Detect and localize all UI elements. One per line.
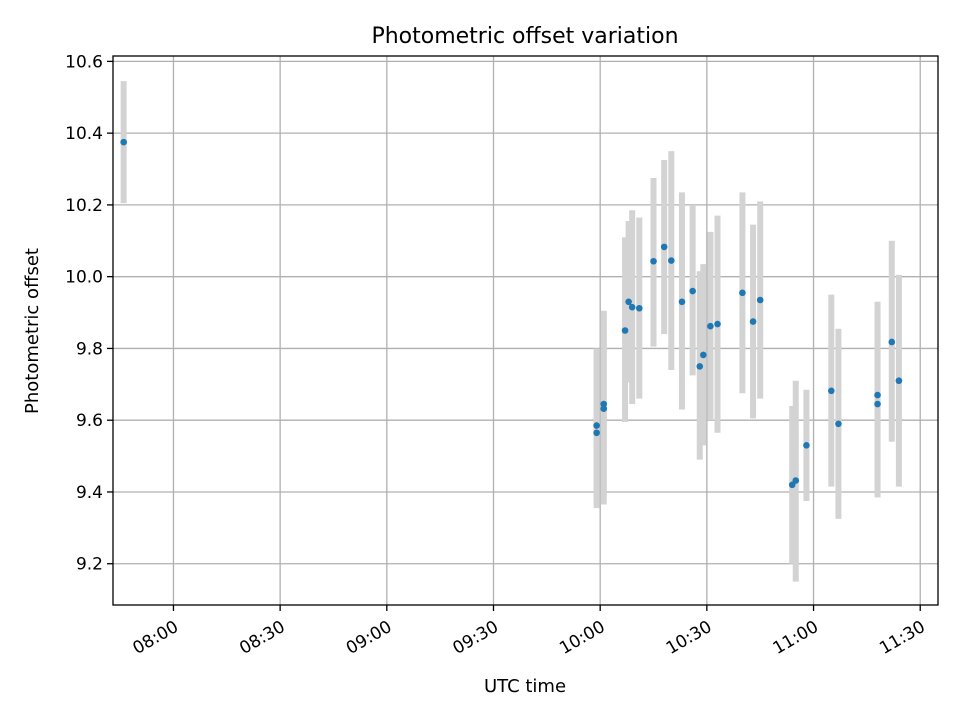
data-point xyxy=(835,420,842,428)
data-point xyxy=(792,477,800,484)
data-point xyxy=(739,289,746,297)
data-point xyxy=(120,138,127,146)
y-tick-label: 9.2 xyxy=(76,555,103,575)
data-point xyxy=(707,322,714,330)
data-point xyxy=(667,257,675,264)
data-points xyxy=(120,138,903,489)
data-point xyxy=(895,377,903,385)
data-point xyxy=(696,363,704,370)
grid-lines xyxy=(113,56,938,605)
data-point xyxy=(621,327,629,334)
data-point xyxy=(635,304,643,312)
data-point xyxy=(628,303,636,311)
data-point xyxy=(714,320,721,328)
y-tick-label: 9.6 xyxy=(76,411,103,431)
y-axis-label: Photometric offset xyxy=(22,248,43,414)
data-point xyxy=(650,257,657,265)
data-point xyxy=(874,391,881,399)
data-point xyxy=(593,429,600,437)
y-axis-ticks: 9.2 9.4 9.6 9.8 10.0 10.2 10.4 10.6 xyxy=(65,52,113,575)
x-axis-label: UTC time xyxy=(484,676,566,697)
data-point xyxy=(749,318,757,325)
y-tick-label: 10.0 xyxy=(65,268,103,288)
plot-frame xyxy=(112,55,939,606)
data-point xyxy=(803,442,810,449)
y-tick-label: 10.4 xyxy=(65,124,103,144)
data-point xyxy=(874,400,881,408)
y-tick-label: 10.6 xyxy=(65,52,103,72)
data-point xyxy=(689,287,696,295)
data-point xyxy=(600,405,608,413)
data-point xyxy=(660,243,668,251)
data-point xyxy=(678,298,686,306)
data-point xyxy=(756,296,764,304)
data-point xyxy=(828,387,835,395)
y-tick-label: 9.4 xyxy=(76,483,103,503)
data-point xyxy=(700,351,707,359)
y-tick-label: 10.2 xyxy=(65,196,103,216)
y-tick-label: 9.8 xyxy=(76,339,103,359)
data-point xyxy=(888,338,896,346)
data-point xyxy=(625,298,632,306)
chart-title: Photometric offset variation xyxy=(371,24,678,49)
data-point xyxy=(600,400,608,408)
data-point xyxy=(593,422,600,429)
